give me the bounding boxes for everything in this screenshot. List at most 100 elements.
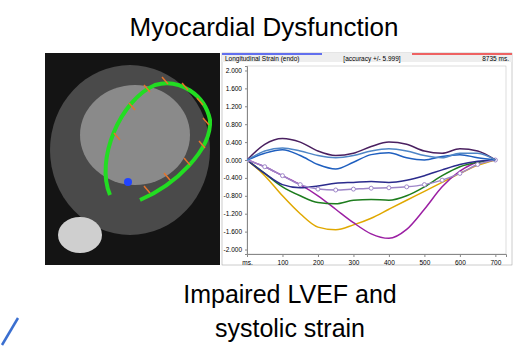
series-line	[247, 160, 495, 238]
strain-arrow	[184, 158, 190, 165]
y-tick-mark	[245, 196, 247, 197]
series-marker	[263, 165, 267, 169]
series-line	[247, 150, 495, 169]
x-tick-mark	[318, 254, 319, 257]
y-tick-label: 1.600	[226, 85, 243, 92]
y-tick-mark	[245, 250, 247, 251]
series-marker	[334, 188, 338, 192]
chart-title: Longitudinal Strain (endo)	[225, 55, 299, 63]
chart-panel	[222, 53, 512, 265]
y-tick-label: -0.400	[224, 174, 243, 181]
x-tick-mark	[282, 254, 283, 257]
y-tick-label: -2.000	[224, 246, 243, 253]
plot-frame	[247, 66, 506, 254]
y-tick: 1.600	[226, 85, 247, 92]
y-tick: -1.600	[224, 228, 247, 235]
series-line	[247, 160, 495, 204]
mri-image	[45, 53, 220, 265]
x-tick-label: 200	[313, 259, 324, 266]
y-tick-label: 1.200	[226, 103, 243, 110]
y-tick: 2.000	[226, 67, 247, 74]
series-line	[247, 160, 495, 188]
series-marker	[405, 185, 409, 189]
x-tick: 400	[384, 254, 395, 266]
strain-arrow	[199, 141, 205, 148]
series-marker	[369, 186, 373, 190]
strain-arrow	[162, 77, 168, 84]
series-line	[247, 160, 495, 230]
y-tick: -2.000	[224, 246, 247, 253]
y-tick-label: -0.800	[224, 192, 243, 199]
y-tick: -0.400	[224, 174, 247, 181]
annotation: [accuracy +/- 5.999]	[343, 55, 400, 63]
x-tick-label: 600	[455, 259, 466, 266]
y-tick: -1.200	[224, 210, 247, 217]
y-tick: -0.800	[224, 192, 247, 199]
y-tick-mark	[245, 232, 247, 233]
y-tick-label: -1.600	[224, 228, 243, 235]
x-tick: 600	[455, 254, 466, 266]
series-marker	[316, 187, 320, 191]
caption: systolic strain	[215, 314, 365, 342]
decor-slash	[2, 318, 18, 345]
x-tick-mark	[353, 254, 354, 257]
y-tick-label: 0.800	[226, 121, 243, 128]
y-tick: 0.000	[226, 157, 247, 164]
x-tick-label: ms.	[242, 259, 253, 266]
series-marker	[422, 183, 426, 187]
x-tick-mark	[389, 254, 390, 257]
slide: Myocardial Dysfunction Longitudinal Strai…	[0, 0, 522, 359]
x-tick-label: 700	[490, 259, 501, 266]
image-tissue	[50, 65, 210, 235]
image-tissue	[58, 217, 102, 253]
x-tick-label: 500	[419, 259, 430, 266]
strain-arrow	[144, 186, 150, 193]
strain-arrow	[197, 98, 203, 105]
x-tick: 100	[278, 254, 289, 266]
strain-arrow	[182, 83, 188, 90]
strain-arrow	[114, 133, 120, 140]
x-tick-label: 100	[278, 259, 289, 266]
x-tick: 700	[490, 254, 501, 266]
series-line	[247, 160, 495, 190]
x-tick-mark	[495, 254, 496, 257]
y-axis: 2.000 1.600 1.200 0.800 0.400 0.000 -0.400 -0.8…	[224, 67, 248, 255]
y-tick-label: 0.400	[226, 139, 243, 146]
contour	[106, 83, 211, 200]
x-tick: 200	[313, 254, 324, 266]
y-tick-mark	[245, 178, 247, 179]
strain-arrow	[164, 173, 170, 180]
plot-area	[247, 139, 497, 239]
series-line	[247, 139, 495, 160]
series-marker	[440, 178, 444, 182]
y-tick-mark	[245, 88, 247, 89]
header-bar	[222, 53, 512, 62]
x-tick: 500	[419, 254, 430, 266]
y-tick-mark	[245, 124, 247, 125]
slide-title: Myocardial Dysfunction	[130, 12, 399, 42]
series-line	[247, 148, 495, 160]
caption: Impaired LVEF and	[183, 280, 397, 308]
annotation: 8735 ms.	[482, 55, 509, 62]
strain-arrow	[144, 85, 150, 92]
series-marker	[351, 187, 355, 191]
strain-arrow	[129, 103, 135, 110]
series-marker	[458, 171, 462, 175]
image-bg	[45, 53, 220, 265]
strain-arrow	[203, 118, 209, 125]
x-tick-label: 400	[384, 259, 395, 266]
series-marker	[387, 186, 391, 190]
x-tick-label: 300	[349, 259, 360, 266]
y-tick-mark	[245, 70, 247, 71]
y-tick-label: 2.000	[226, 67, 243, 74]
y-tick-label: -1.200	[224, 210, 243, 217]
x-tick-mark	[424, 254, 425, 257]
y-tick-label: 0.000	[226, 157, 243, 164]
y-tick-mark	[245, 106, 247, 107]
y-tick: 0.800	[226, 121, 247, 128]
y-tick: 0.400	[226, 139, 247, 146]
x-axis: ms. 100 200 300 400 500 600 700	[242, 254, 506, 266]
x-tick: 300	[349, 254, 360, 266]
x-tick-mark	[460, 254, 461, 257]
series-marker	[298, 183, 302, 187]
